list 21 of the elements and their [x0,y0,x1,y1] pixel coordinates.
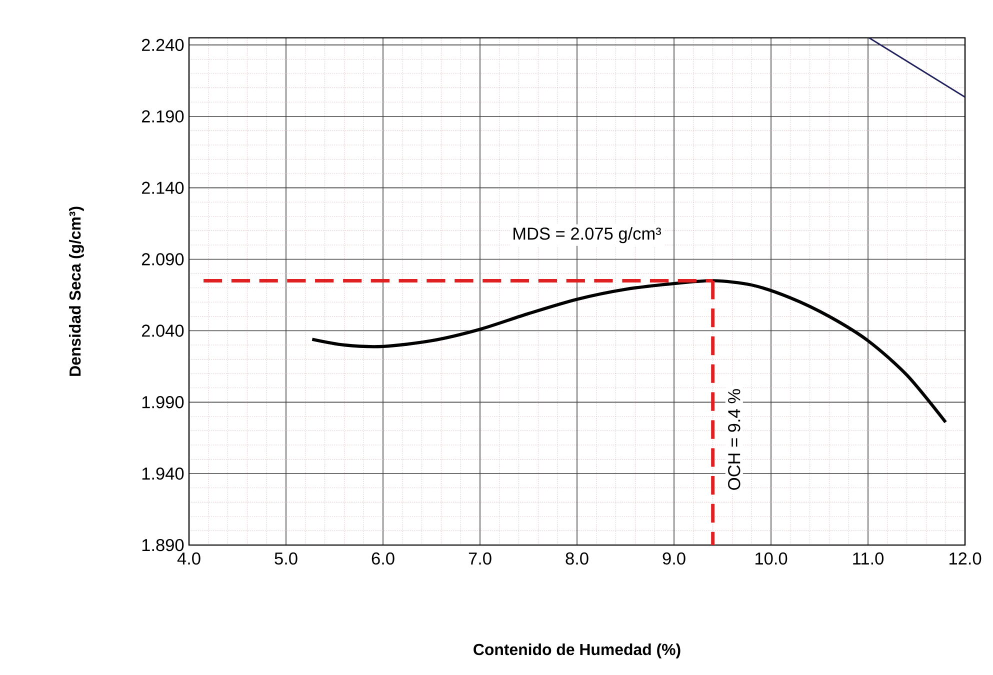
y-tick-label: 1.990 [142,396,184,408]
annotation: OCH = 9.4 % [728,389,740,490]
x-tick-label: 11.0 [853,552,884,565]
y-tick-label: 2.140 [142,182,184,194]
x-tick-label: 10.0 [756,552,788,565]
y-tick-label: 2.040 [142,324,184,337]
x-axis-title: Contenido de Humedad (%) [474,643,680,658]
x-tick-label: 6.0 [372,552,394,565]
y-tick-label: 2.240 [142,38,184,52]
y-tick-label: 2.090 [142,253,184,266]
x-tick-label: 8.0 [566,552,588,565]
y-tick-label: 2.190 [142,110,184,122]
x-tick-label: 9.0 [662,552,686,565]
x-tick-label: 4.0 [177,552,200,565]
x-tick-label: 12.0 [950,552,982,565]
y-tick-label: 1.890 [142,538,184,552]
x-tick-label: 7.0 [468,552,492,565]
y-tick-label: 1.940 [142,467,184,480]
y-axis-title: Densidad Seca (g/cm³) [69,206,84,376]
x-tick-label: 5.0 [274,552,298,565]
annotation: MDS = 2.075 g/cm³ [514,227,662,244]
